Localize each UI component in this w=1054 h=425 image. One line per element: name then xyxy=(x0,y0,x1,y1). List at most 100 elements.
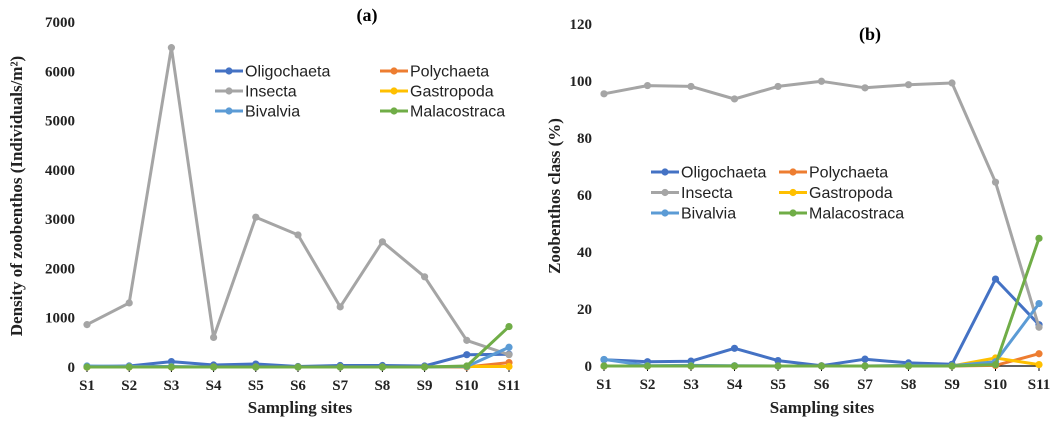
legend-label-malacostraca: Malacostraca xyxy=(410,104,505,121)
y-tick-label-a: 5000 xyxy=(45,114,75,130)
data-point-malacostraca xyxy=(1035,234,1043,242)
legend-marker-polychaeta xyxy=(390,67,398,75)
x-tick-label-a: S11 xyxy=(498,378,521,394)
legend-label-insecta: Insecta xyxy=(245,84,297,101)
legend-marker-oligochaeta xyxy=(661,168,669,176)
x-tick-label-a: S6 xyxy=(290,378,306,394)
legend-marker-gastropoda xyxy=(789,188,797,197)
data-point-insecta xyxy=(378,238,386,246)
y-tick-label-a: 1000 xyxy=(45,311,75,327)
data-point-malacostraca xyxy=(378,363,386,371)
y-tick-label-a: 4000 xyxy=(45,163,75,179)
data-point-insecta xyxy=(817,77,826,85)
data-point-insecta xyxy=(210,333,218,342)
legend-marker-malacostraca xyxy=(789,209,797,217)
legend-b: Oligochaeta Polychaeta Insecta Gastropoda Bi… xyxy=(651,165,904,223)
data-point-oligochaeta xyxy=(861,355,869,363)
chart-a: (a) Sampling sites Density of zoobenthos… xyxy=(7,5,520,417)
data-point-malacostraca xyxy=(643,362,652,370)
chart-b: (b) Sampling sites Zoobenthos class (%) … xyxy=(545,17,1050,417)
x-tick-label-b: S3 xyxy=(683,377,699,393)
data-point-polychaeta xyxy=(1035,350,1043,358)
data-point-gastropoda xyxy=(505,362,513,371)
panel-label-a: (a) xyxy=(357,5,378,26)
legend-label-polychaeta: Polychaeta xyxy=(809,165,888,182)
data-point-insecta xyxy=(904,81,913,89)
data-point-bivalvia xyxy=(600,355,608,364)
data-point-malacostraca xyxy=(991,360,1000,369)
legend-label-gastropoda: Gastropoda xyxy=(410,84,494,101)
legend-marker-polychaeta xyxy=(789,168,797,176)
data-point-insecta xyxy=(294,231,302,239)
series-line-oligochaeta xyxy=(603,277,1041,368)
x-tick-label-b: S2 xyxy=(640,377,656,393)
data-point-malacostraca xyxy=(252,363,260,371)
y-axis-title-a: Density of zoobenthos (Individuals/m²) xyxy=(7,56,26,336)
data-point-bivalvia xyxy=(1035,299,1043,308)
data-point-malacostraca xyxy=(730,362,739,370)
data-point-insecta xyxy=(991,178,1000,186)
legend-label-gastropoda: Gastropoda xyxy=(809,185,893,202)
series-bivalvia-b xyxy=(600,299,1043,370)
legend-marker-gastropoda xyxy=(390,87,398,95)
legend-a: Oligochaeta Polychaeta Insecta Gastropoda Bi… xyxy=(215,64,505,121)
x-tick-label-b: S1 xyxy=(596,377,612,393)
panel-label-b: (b) xyxy=(859,24,881,45)
data-point-insecta xyxy=(774,82,782,91)
x-tick-label-b: S10 xyxy=(984,377,1007,393)
x-tick-label-a: S9 xyxy=(417,378,433,394)
data-point-insecta xyxy=(421,273,429,281)
data-point-insecta xyxy=(1035,323,1043,331)
data-point-bivalvia xyxy=(505,343,513,351)
y-tick-label-b: 60 xyxy=(577,188,592,204)
y-tick-label-b: 120 xyxy=(570,17,593,33)
data-point-insecta xyxy=(730,95,739,103)
legend-marker-malacostraca xyxy=(390,107,398,115)
data-point-insecta xyxy=(252,213,260,221)
x-tick-label-b: S4 xyxy=(727,377,743,393)
series-insecta-b xyxy=(600,77,1043,331)
data-point-oligochaeta xyxy=(463,351,471,359)
data-point-malacostraca xyxy=(687,362,695,370)
data-point-insecta xyxy=(505,351,513,359)
data-point-oligochaeta xyxy=(730,344,739,352)
legend-marker-insecta xyxy=(661,188,669,197)
y-tick-label-a: 0 xyxy=(68,360,76,376)
data-point-oligochaeta xyxy=(167,357,175,366)
data-point-insecta xyxy=(948,79,956,87)
data-point-malacostraca xyxy=(167,363,175,371)
legend-label-oligochaeta: Oligochaeta xyxy=(245,64,330,81)
data-point-insecta xyxy=(83,321,91,329)
legend-marker-bivalvia xyxy=(225,107,233,115)
data-point-insecta xyxy=(600,90,608,98)
data-point-malacostraca xyxy=(210,363,218,371)
data-point-malacostraca xyxy=(904,362,913,370)
x-tick-label-b: S5 xyxy=(770,377,786,393)
legend-marker-insecta xyxy=(225,87,233,95)
y-tick-label-b: 0 xyxy=(585,359,593,375)
series-insecta-a xyxy=(83,44,513,359)
y-tick-label-b: 80 xyxy=(577,131,592,147)
y-tick-label-b: 40 xyxy=(577,245,592,261)
y-tick-label-a: 2000 xyxy=(45,261,75,277)
x-tick-label-a: S8 xyxy=(374,378,390,394)
series-line-malacostraca xyxy=(604,237,1041,368)
legend-label-oligochaeta: Oligochaeta xyxy=(681,165,766,182)
x-axis-title-b: Sampling sites xyxy=(770,398,875,417)
x-tick-label-b: S6 xyxy=(814,377,830,393)
x-tick-label-a: S1 xyxy=(79,378,95,394)
data-point-malacostraca xyxy=(125,363,133,371)
x-tick-label-a: S5 xyxy=(248,378,264,394)
x-tick-label-a: S3 xyxy=(163,378,179,394)
y-tick-label-b: 100 xyxy=(570,74,593,90)
legend-label-bivalvia: Bivalvia xyxy=(681,206,736,223)
y-tick-label-a: 3000 xyxy=(45,212,75,228)
series-line-bivalvia xyxy=(603,302,1041,368)
series-line-insecta xyxy=(603,79,1041,328)
data-point-insecta xyxy=(125,299,133,307)
y-tick-label-a: 7000 xyxy=(45,15,75,31)
series-oligochaeta-b xyxy=(600,275,1043,370)
data-point-oligochaeta xyxy=(774,356,782,365)
x-tick-label-b: S7 xyxy=(857,377,873,393)
